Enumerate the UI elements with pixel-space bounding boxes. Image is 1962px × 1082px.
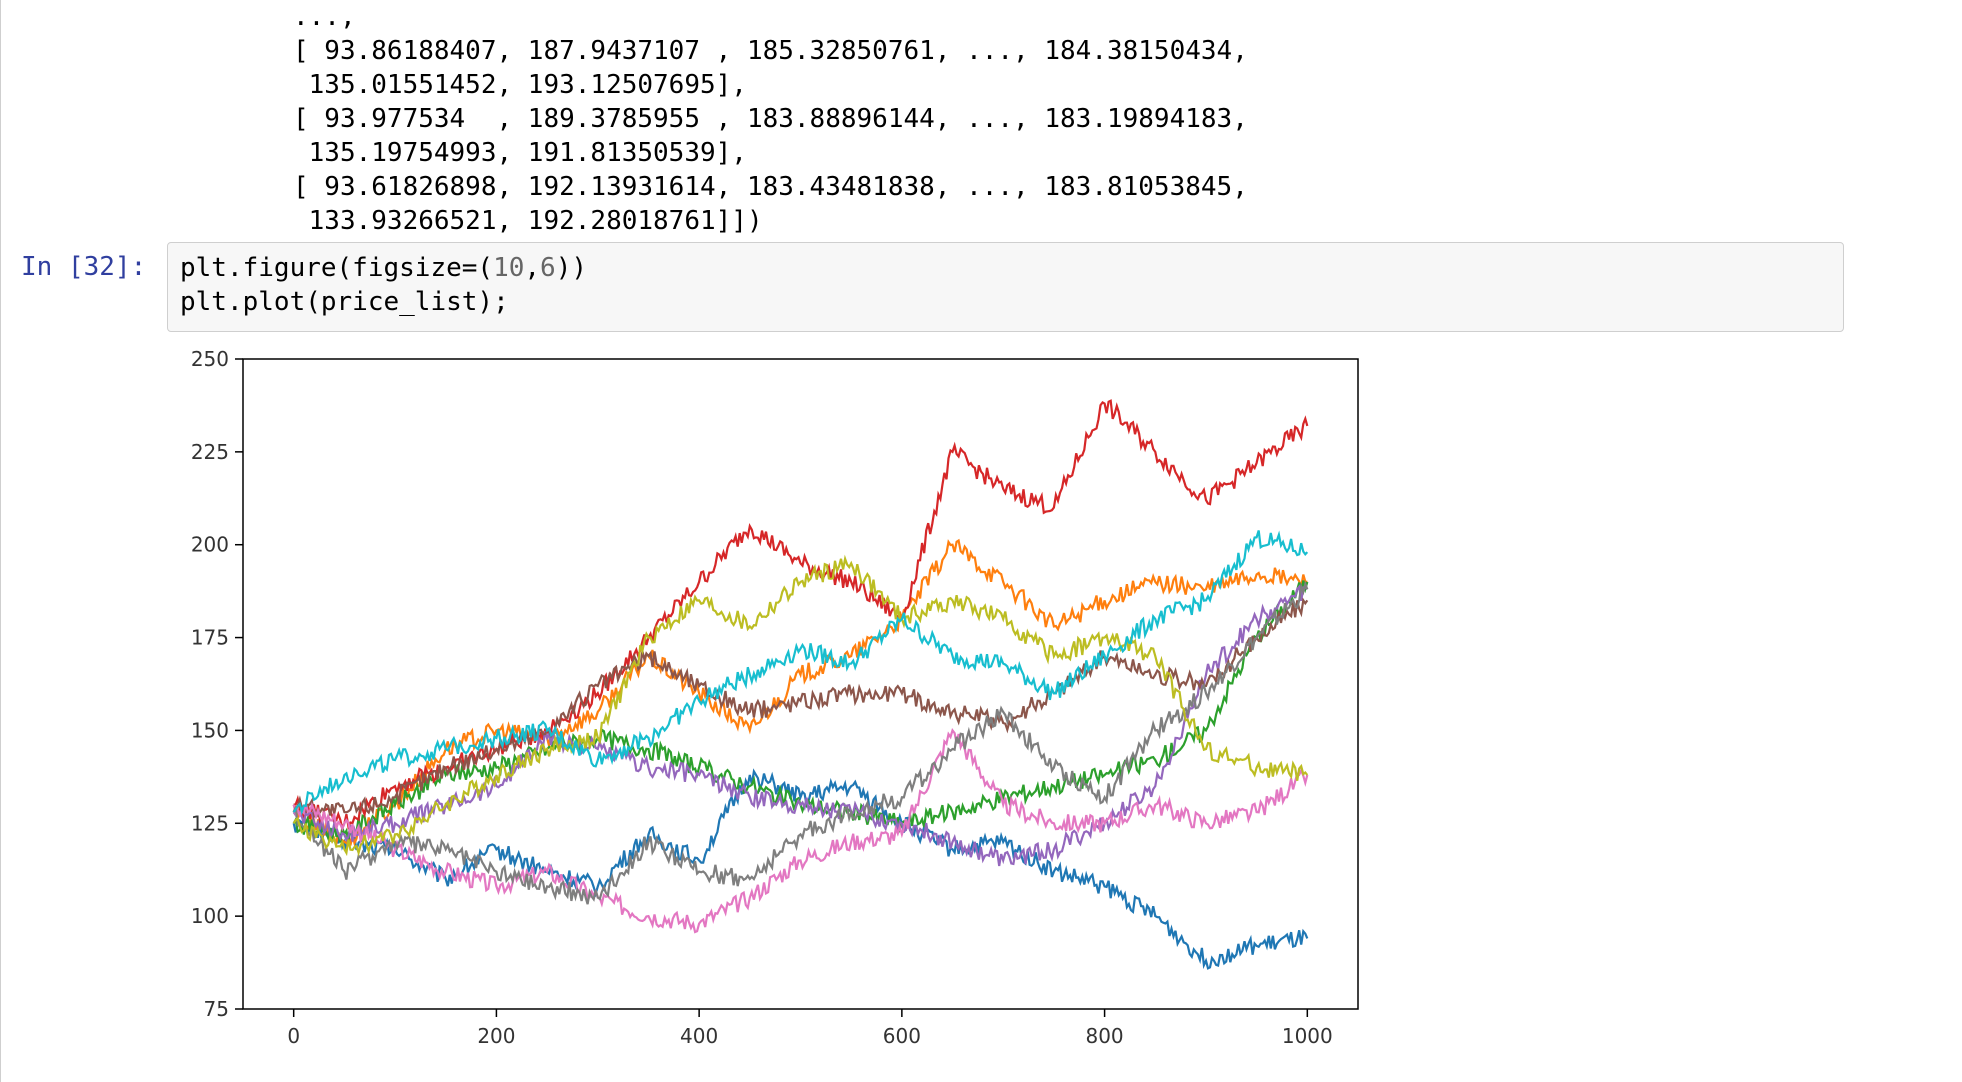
y-tick-label: 225	[191, 440, 229, 464]
series-line-9	[292, 530, 1309, 816]
y-tick-label: 150	[191, 718, 229, 742]
series-line-1	[292, 538, 1308, 848]
x-tick-label: 1000	[1282, 1024, 1333, 1048]
y-tick-label: 125	[191, 811, 229, 835]
x-axis-ticks: 0 200 400 600 800 1000	[287, 1009, 1333, 1048]
series-line-5	[292, 597, 1309, 821]
code-cell-input[interactable]: plt.figure(figsize=(10,6)) plt.plot(pric…	[167, 242, 1844, 332]
cell-output-text: ..., [ 93.86188407, 187.9437107 , 185.32…	[293, 0, 1248, 238]
code-number: 6	[540, 253, 556, 283]
output-line: ...,	[293, 2, 356, 32]
output-line: [ 93.977534 , 189.3785955 , 183.88896144…	[293, 104, 1248, 134]
series-line-8	[292, 554, 1309, 857]
code-text[interactable]: plt.figure(figsize=(10,6)) plt.plot(pric…	[180, 251, 587, 319]
cell-prompt: In [32]:	[21, 252, 147, 282]
series-line-7	[292, 580, 1309, 905]
axes-frame	[242, 358, 1359, 1010]
x-tick-label: 800	[1085, 1024, 1123, 1048]
output-line: 135.01551452, 193.12507695],	[293, 70, 747, 100]
code-token: ))	[555, 253, 588, 283]
code-number: 10	[493, 253, 525, 283]
x-tick-label: 200	[477, 1024, 515, 1048]
series-layer	[292, 399, 1309, 970]
y-tick-label: 175	[191, 626, 229, 650]
x-tick-label: 600	[883, 1024, 921, 1048]
y-tick-label: 200	[191, 533, 229, 557]
output-line: [ 93.61826898, 192.13931614, 183.4348183…	[293, 172, 1248, 202]
code-token: ,	[524, 253, 541, 283]
series-line-0	[292, 768, 1309, 970]
output-line: 133.93266521, 192.28018761]])	[293, 206, 763, 236]
x-tick-label: 400	[680, 1024, 718, 1048]
series-line-4	[292, 584, 1309, 867]
output-line: [ 93.86188407, 187.9437107 , 185.3285076…	[293, 36, 1248, 66]
y-axis-ticks: 75 100 125 150 175 200 225 250	[191, 350, 243, 1021]
series-line-6	[292, 728, 1309, 934]
y-tick-label: 100	[191, 904, 229, 928]
output-line: 135.19754993, 191.81350539],	[293, 138, 747, 168]
code-token: plt.figure(figsize=(	[180, 253, 494, 283]
y-tick-label: 75	[204, 997, 229, 1021]
series-line-3	[293, 399, 1309, 832]
y-tick-label: 250	[191, 350, 229, 371]
x-tick-label: 0	[287, 1024, 300, 1048]
code-token: plt.plot(price_list);	[180, 287, 509, 317]
line-chart: 0 200 400 600 800 1000 75 100 125 150 175 200 225 25…	[191, 350, 1359, 1048]
